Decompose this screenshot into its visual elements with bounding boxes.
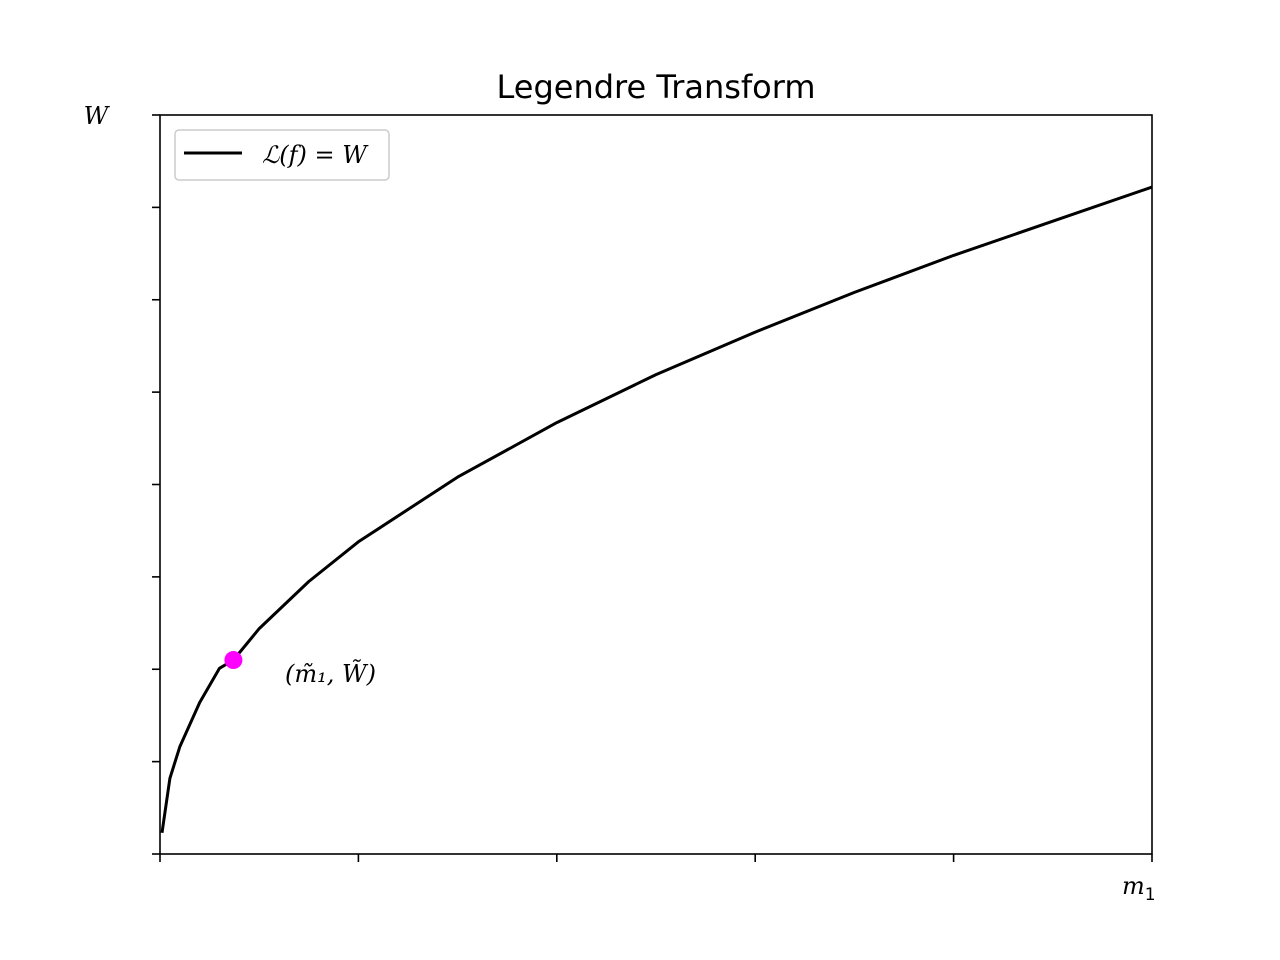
plot-frame (159, 114, 1153, 855)
legend-box (174, 129, 390, 181)
highlight-point-0 (224, 651, 243, 670)
x-axis-label: m1 (1122, 872, 1156, 905)
y-axis-label: W (84, 102, 111, 130)
points-layer (224, 651, 243, 670)
point-annotation: (m̃₁, W̃) (285, 660, 376, 688)
series-line-0 (160, 185, 1153, 834)
chart-title: Legendre Transform (496, 68, 815, 106)
series-layer (160, 185, 1153, 834)
legend: ℒ(f) = W (174, 129, 390, 181)
tick-marks (152, 114, 1153, 862)
legend-entry-label: ℒ(f) = W (262, 141, 369, 169)
